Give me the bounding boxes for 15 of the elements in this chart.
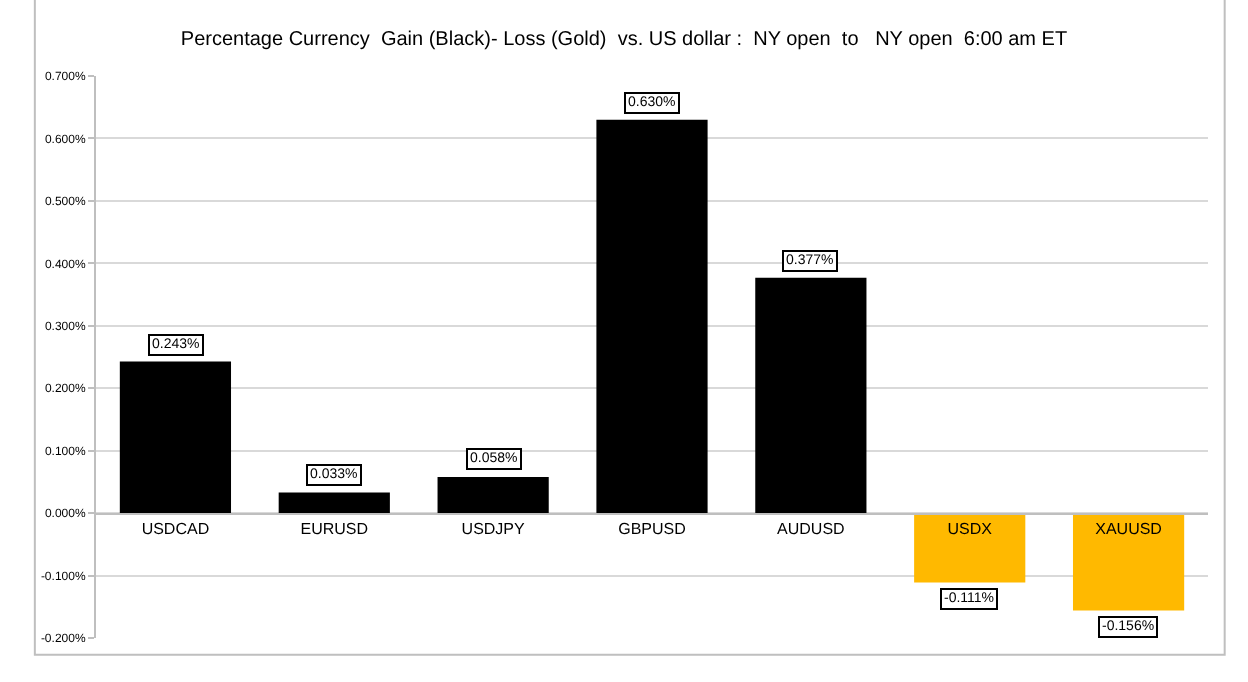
x-tick-label: USDX [947,520,994,539]
x-tick-label: AUDUSD [777,520,846,539]
x-tick-label: XAUUSD [1095,520,1163,539]
bar [755,277,867,514]
bar [119,361,232,514]
x-tick-label: USDCAD [141,520,210,539]
bar [278,492,390,514]
x-tick-label: EURUSD [300,520,369,539]
bar [596,119,708,514]
x-tick-label: GBPUSD [618,520,687,539]
bar [1072,513,1185,611]
bar [914,513,1026,583]
x-tick-label: USDJPY [461,520,527,539]
bar [437,476,549,514]
chart-title: Percentage Currency Gain (Black)- Loss (Gold) vs. US dollar : NY open to NY open 6:00 am ET [180,28,1068,51]
